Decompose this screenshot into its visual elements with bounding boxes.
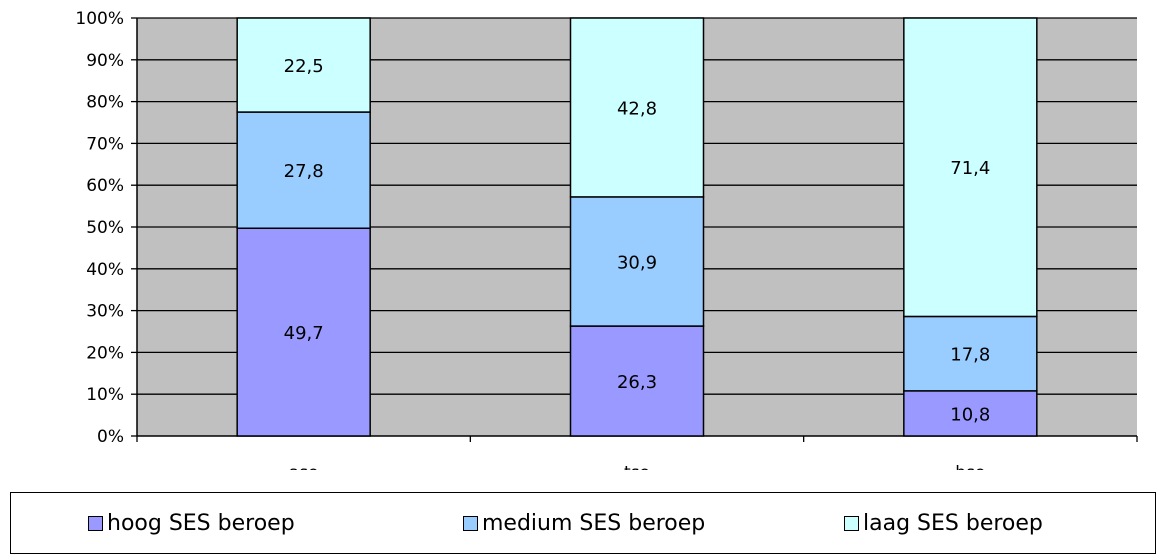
x-tick-label-aso: aso xyxy=(289,463,319,470)
legend-item-medium-ses: medium SES beroep xyxy=(463,493,705,553)
y-tick-label-8: 80% xyxy=(86,93,124,113)
y-tick-label-5: 50% xyxy=(86,218,124,238)
x-tick-label-tso: tso xyxy=(624,463,650,470)
bar-aso-series-1 xyxy=(236,111,371,230)
data-label-bso-series-0: 10,8 xyxy=(950,404,990,425)
legend-item-laag-ses: laag SES beroep xyxy=(844,493,1043,553)
data-label-aso-series-0: 49,7 xyxy=(284,323,324,344)
y-tick-label-4: 40% xyxy=(86,260,124,280)
legend-label-laag-ses: laag SES beroep xyxy=(863,510,1043,536)
y-tick-label-7: 70% xyxy=(86,134,124,154)
x-tick-label-bso: bso xyxy=(955,463,985,470)
data-label-bso-series-2: 71,4 xyxy=(950,158,990,179)
legend-swatch-hoog-ses xyxy=(88,515,103,531)
y-tick-label-1: 10% xyxy=(86,385,124,405)
bar-bso-series-0 xyxy=(903,390,1038,437)
data-label-aso-series-1: 27,8 xyxy=(284,161,324,182)
bar-aso-series-2 xyxy=(236,17,371,113)
legend-label-hoog-ses: hoog SES beroep xyxy=(107,510,295,536)
y-tick-label-10: 100% xyxy=(75,9,124,29)
y-tick-label-2: 20% xyxy=(86,343,124,363)
legend-item-hoog-ses: hoog SES beroep xyxy=(88,493,295,553)
y-tick-label-0: 0% xyxy=(97,427,124,447)
data-label-tso-series-0: 26,3 xyxy=(617,372,657,393)
y-tick-label-6: 60% xyxy=(86,176,124,196)
y-tick-label-3: 30% xyxy=(86,302,124,322)
data-label-aso-series-2: 22,5 xyxy=(284,56,324,77)
bar-tso-series-2 xyxy=(569,17,705,198)
legend-swatch-laag-ses xyxy=(844,515,859,531)
y-tick-label-9: 90% xyxy=(86,51,124,71)
bar-tso-series-1 xyxy=(569,196,705,327)
bar-aso-series-0 xyxy=(236,227,371,437)
data-label-tso-series-1: 30,9 xyxy=(617,252,657,273)
legend-label-medium-ses: medium SES beroep xyxy=(482,510,706,536)
chart-legend: hoog SES beroep medium SES beroep laag S… xyxy=(10,492,1156,554)
legend-swatch-medium-ses xyxy=(463,515,478,531)
data-label-bso-series-1: 17,8 xyxy=(950,345,990,366)
stacked-bar-chart: 0% 10% 20% 30% 40% 50% 60% 70% 80% 90% 100% 49,7 27,… xyxy=(75,9,1138,470)
bar-bso-series-2 xyxy=(903,17,1038,318)
data-label-tso-series-2: 42,8 xyxy=(617,98,657,119)
